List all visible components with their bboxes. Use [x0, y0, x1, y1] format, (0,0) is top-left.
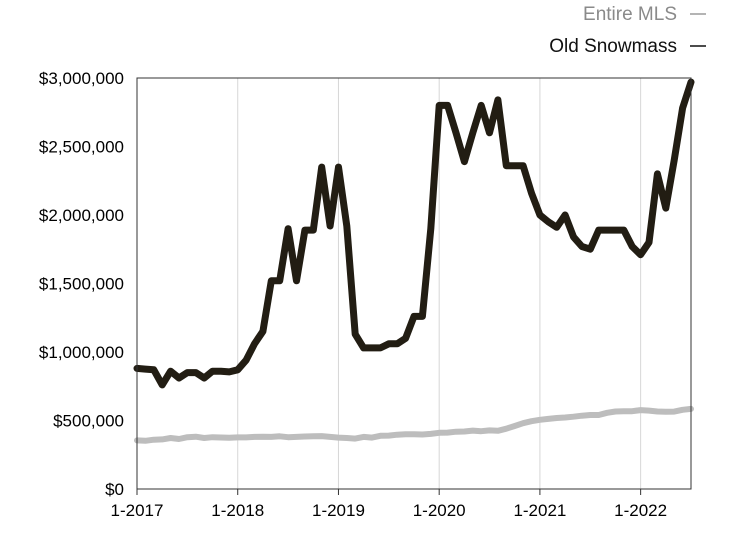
- y-tick-label: $2,000,000: [39, 206, 124, 225]
- x-tick-label: 1-2018: [211, 501, 264, 520]
- y-axis-tick-labels: $0 $500,000 $1,000,000 $1,500,000 $2,000,000…: [39, 69, 124, 499]
- series-line-entire-mls: [134, 405, 694, 444]
- y-tick-label: $500,000: [53, 412, 124, 431]
- legend-label-entire-mls: Entire MLS: [583, 4, 677, 25]
- x-tick-label: 1-2017: [111, 501, 164, 520]
- legend-label-old-snowmass: Old Snowmass: [549, 36, 677, 57]
- y-tick-label: $1,000,000: [39, 343, 124, 362]
- y-tick-label: $1,500,000: [39, 275, 124, 294]
- series-line-old-snowmass: [133, 78, 695, 389]
- series-layer: [133, 78, 695, 444]
- y-tick-label: $2,500,000: [39, 138, 124, 157]
- plot-area-frame: [136, 77, 692, 490]
- x-tick-label: 1-2022: [614, 501, 667, 520]
- x-tick-label: 1-2019: [312, 501, 365, 520]
- vertical-grid-lines: [136, 78, 642, 495]
- y-tick-label: $0: [105, 480, 124, 499]
- x-axis-tick-labels: 1-2017 1-2018 1-2019 1-2020 1-2021 1-2022: [111, 501, 668, 520]
- legend: Entire MLS Old Snowmass: [549, 4, 706, 57]
- x-tick-label: 1-2021: [513, 501, 566, 520]
- x-tick-label: 1-2020: [413, 501, 466, 520]
- y-tick-label: $3,000,000: [39, 69, 124, 88]
